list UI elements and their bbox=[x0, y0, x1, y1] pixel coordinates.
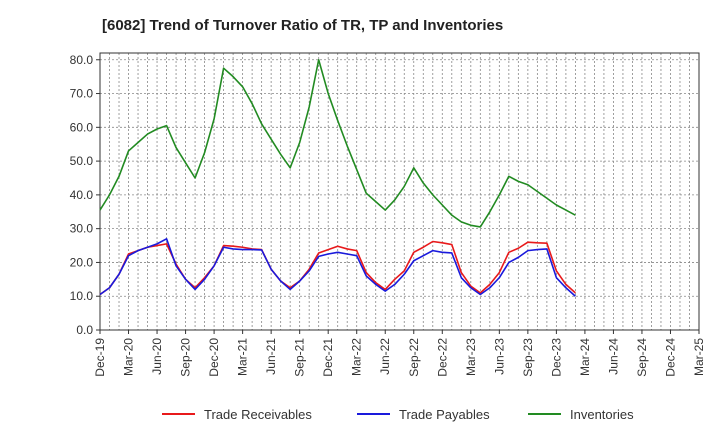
x-tick-label: Mar-25 bbox=[692, 338, 706, 376]
y-tick-label: 40.0 bbox=[70, 188, 94, 202]
y-tick-label: 60.0 bbox=[70, 120, 94, 134]
x-tick-label: Jun-23 bbox=[492, 338, 506, 375]
y-tick-label: 10.0 bbox=[70, 289, 94, 303]
x-tick-label: Jun-24 bbox=[606, 338, 620, 375]
legend-label-trade-payables: Trade Payables bbox=[399, 407, 490, 422]
series-layer bbox=[99, 58, 576, 297]
axes bbox=[99, 52, 700, 331]
x-tick-label: Mar-21 bbox=[236, 338, 250, 376]
y-tick-label: 70.0 bbox=[70, 87, 94, 101]
x-tick-label: Jun-20 bbox=[150, 338, 164, 375]
y-tick-label: 30.0 bbox=[70, 222, 94, 236]
y-tick-label: 0.0 bbox=[76, 323, 93, 337]
x-tick-label: Dec-22 bbox=[435, 338, 449, 377]
x-tick-label: Sep-21 bbox=[293, 338, 307, 377]
chart-title: [6082] Trend of Turnover Ratio of TR, TP… bbox=[102, 17, 503, 34]
y-tick-label: 80.0 bbox=[70, 53, 94, 67]
x-tick-label: Dec-24 bbox=[663, 338, 677, 377]
x-tick-label: Dec-20 bbox=[207, 338, 221, 377]
x-axis-ticks: Dec-19 Mar-20 Jun-20 Sep-20 Dec-20 Mar-21 Jun-… bbox=[93, 330, 706, 377]
series-line-inventories bbox=[99, 58, 576, 228]
legend: Trade Receivables Trade Payables Inventori… bbox=[162, 407, 634, 422]
x-tick-label: Dec-23 bbox=[549, 338, 563, 377]
x-tick-label: Dec-21 bbox=[321, 338, 335, 377]
x-tick-label: Mar-22 bbox=[350, 338, 364, 376]
legend-label-inventories: Inventories bbox=[570, 407, 634, 422]
x-tick-label: Sep-20 bbox=[179, 338, 193, 377]
x-tick-label: Mar-23 bbox=[464, 338, 478, 376]
x-tick-label: Sep-22 bbox=[407, 338, 421, 377]
x-tick-label: Jun-21 bbox=[264, 338, 278, 375]
plot-frame bbox=[99, 52, 700, 331]
x-tick-label: Dec-19 bbox=[93, 338, 107, 377]
series-line-trade-payables bbox=[99, 237, 576, 297]
legend-label-trade-receivables: Trade Receivables bbox=[204, 407, 312, 422]
x-tick-label: Sep-23 bbox=[521, 338, 535, 377]
x-tick-label: Mar-24 bbox=[578, 338, 592, 376]
x-tick-label: Mar-20 bbox=[122, 338, 136, 376]
grid bbox=[99, 53, 700, 331]
y-axis-ticks: 0.0 10.0 20.0 30.0 40.0 50.0 60.0 70.0 80.0 bbox=[70, 53, 100, 337]
y-tick-label: 50.0 bbox=[70, 154, 94, 168]
y-tick-label: 20.0 bbox=[70, 255, 94, 269]
x-tick-label: Sep-24 bbox=[635, 338, 649, 377]
x-tick-label: Jun-22 bbox=[378, 338, 392, 375]
